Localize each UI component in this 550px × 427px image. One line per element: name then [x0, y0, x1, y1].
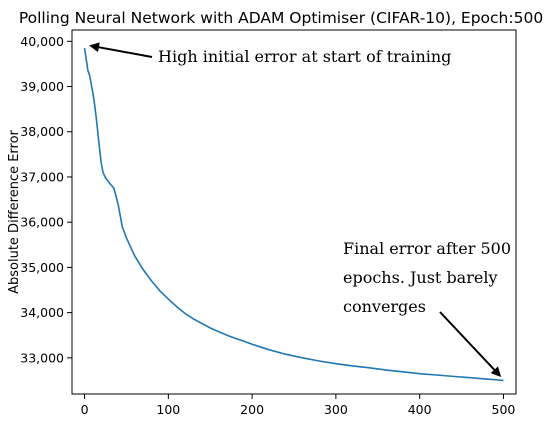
annotation-arrow-initial: [89, 42, 153, 58]
x-tick-label: 500: [492, 402, 516, 417]
annotation-arrow-final: [439, 311, 502, 377]
x-tick-label: 300: [324, 402, 348, 417]
x-tick-label: 100: [156, 402, 180, 417]
y-tick-label: 40,000: [20, 34, 64, 49]
y-tick-label: 39,000: [20, 79, 64, 94]
x-axis: 0 100 200 300 400 500: [81, 394, 516, 417]
annotation-final-line: Final error after 500: [343, 239, 511, 258]
annotation-final-line: converges: [343, 297, 426, 316]
y-tick-label: 38,000: [20, 124, 64, 139]
y-tick-label: 37,000: [20, 169, 64, 184]
series-line: [83, 47, 504, 382]
plot-area: [71, 29, 517, 395]
y-tick-label: 34,000: [20, 305, 64, 320]
x-tick-label: 400: [408, 402, 432, 417]
annotation-initial: High initial error at start of training: [89, 42, 451, 66]
annotation-final: Final error after 500 epochs. Just barely…: [343, 239, 511, 377]
annotation-final-line: epochs. Just barely: [343, 268, 498, 287]
y-axis: 33,000 34,000 35,000 36,000 37,000 38,000 39,0…: [20, 34, 72, 365]
x-tick-label: 0: [81, 402, 89, 417]
y-tick-label: 36,000: [20, 215, 64, 230]
y-tick-label: 33,000: [20, 350, 64, 365]
plot-frame: [71, 29, 517, 395]
annotation-final-text: Final error after 500 epochs. Just barely…: [343, 239, 511, 316]
x-tick-label: 200: [240, 402, 264, 417]
y-axis-label: Absolute Difference Error: [7, 129, 22, 293]
annotation-initial-text: High initial error at start of training: [158, 47, 451, 66]
chart-title: Polling Neural Network with ADAM Optimis…: [19, 9, 543, 27]
y-tick-label: 35,000: [20, 260, 64, 275]
